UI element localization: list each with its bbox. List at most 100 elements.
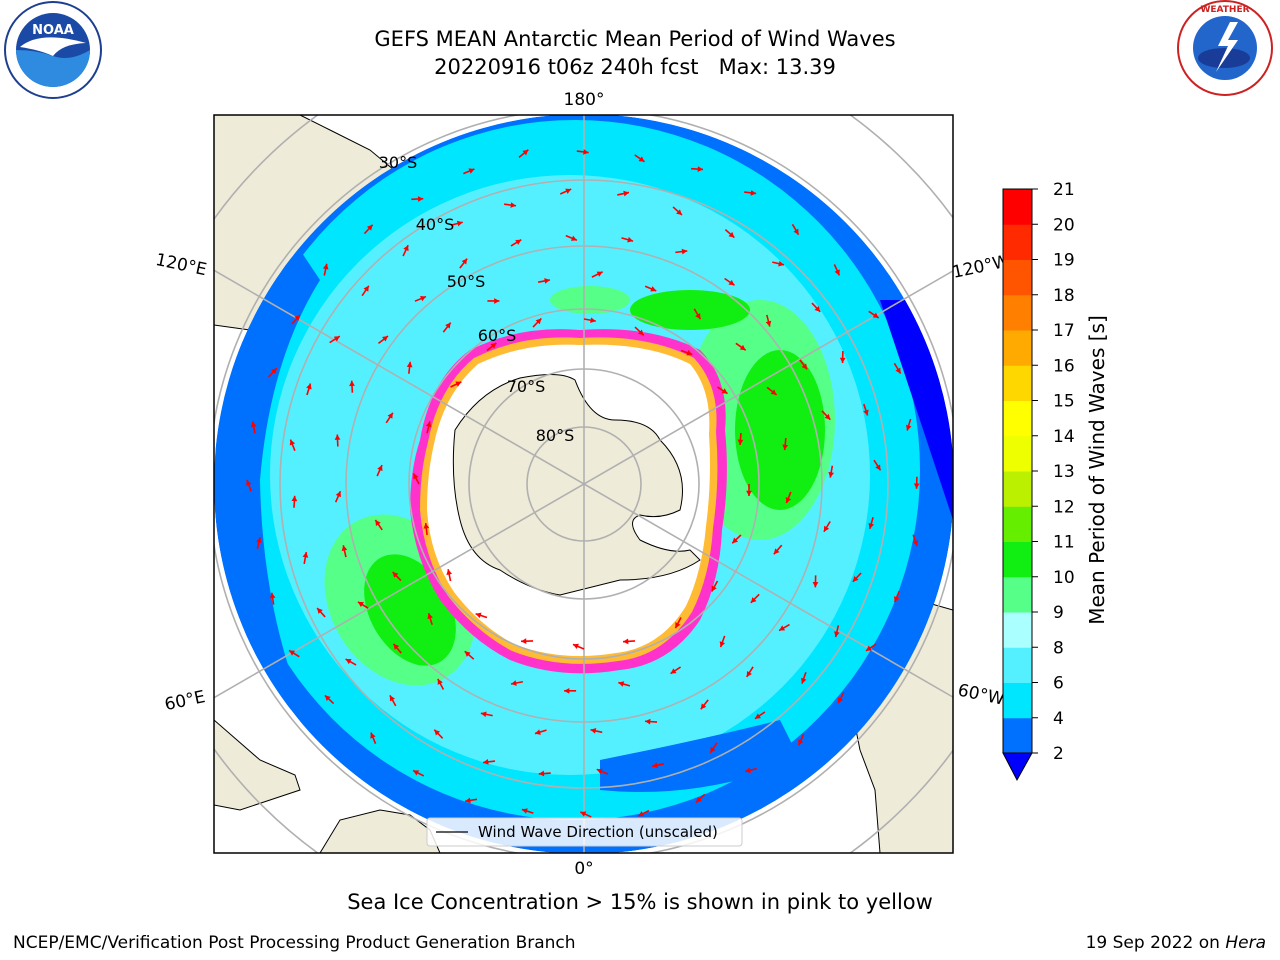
wave-direction-arrow: [839, 351, 846, 364]
wave-direction-arrow: [634, 326, 645, 336]
wave-direction-arrow: [590, 728, 603, 734]
colorbar-segment: [1003, 189, 1032, 225]
wave-direction-arrow: [437, 678, 445, 690]
colorbar-tick-label: 9: [1053, 603, 1064, 623]
wave-direction-arrow: [637, 809, 650, 817]
wave-direction-arrow: [596, 768, 609, 775]
wave-direction-arrow: [766, 386, 778, 396]
wave-direction-arrow: [791, 223, 800, 236]
wave-direction-arrow: [583, 317, 596, 324]
colorbar-under-triangle: [1002, 752, 1033, 782]
wave-direction-arrow: [711, 580, 719, 592]
colorbar-segment: [1003, 541, 1032, 578]
wave-direction-arrow: [475, 612, 488, 619]
wave-direction-arrow: [621, 236, 634, 243]
wave-direction-arrow: [735, 342, 747, 351]
wave-direction-arrow: [670, 666, 682, 675]
wave-direction-arrow: [717, 386, 728, 395]
wave-direction-arrow: [334, 434, 341, 447]
colorbar-tick-label: 20: [1053, 215, 1075, 235]
wave-direction-arrow: [905, 418, 912, 431]
wave-direction-arrow: [291, 495, 298, 508]
colorbar-segment: [1003, 224, 1032, 260]
noaa-logo: NOAA: [4, 1, 102, 99]
wave-direction-arrow: [579, 811, 592, 818]
wave-direction-arrow: [865, 643, 877, 652]
colorbar-tick-label: 19: [1053, 251, 1075, 271]
map-frame: [213, 114, 954, 854]
lat-label-50s: 50°S: [447, 272, 486, 291]
wave-direction-arrow: [576, 149, 589, 155]
wave-direction-arrow: [486, 342, 497, 352]
wave-direction-arrow: [852, 572, 862, 583]
wave-period-field: [214, 115, 953, 853]
title-line-2: 20220916 t06z 240h fcst Max: 13.39: [434, 55, 836, 79]
wave-direction-arrow: [510, 239, 522, 247]
wave-direction-arrow: [363, 224, 374, 235]
wave-direction-arrow: [376, 464, 383, 477]
wave-direction-arrow: [256, 537, 262, 550]
wave-direction-arrow: [487, 298, 500, 304]
lon-label-120e: 120°E: [154, 250, 209, 280]
wave-direction-arrow: [402, 244, 409, 257]
wave-direction-arrow: [385, 412, 394, 424]
wave-direction-arrow: [572, 643, 585, 650]
wave-direction-arrow: [537, 278, 551, 284]
wave-direction-arrow: [316, 607, 326, 618]
wave-direction-arrow: [378, 335, 389, 345]
wave-direction-arrow: [731, 534, 742, 544]
wave-direction-arrow: [392, 643, 402, 654]
colorbar-tick-label: 21: [1053, 180, 1075, 200]
wave-direction-arrow: [322, 263, 329, 276]
wave-direction-arrow: [782, 438, 789, 451]
colorbar-segment: [1003, 682, 1032, 719]
svg-text:WEATHER: WEATHER: [1200, 5, 1249, 15]
colorbar-segment: [1003, 647, 1032, 683]
colorbar-tick-label: 2: [1053, 744, 1064, 764]
wave-direction-arrow: [724, 229, 735, 239]
wave-direction-arrow: [250, 421, 257, 434]
wave-direction-arrow: [622, 638, 636, 645]
wave-direction-arrow: [746, 666, 754, 678]
colorbar-segment: [1003, 576, 1032, 613]
wave-direction-arrow: [719, 635, 726, 648]
wave-direction-arrow: [812, 575, 819, 588]
wave-direction-arrow: [724, 277, 735, 286]
wave-direction-arrow: [912, 534, 919, 547]
wave-direction-arrow: [459, 258, 468, 269]
svg-text:NOAA: NOAA: [32, 23, 74, 38]
wave-direction-arrow: [737, 432, 744, 446]
wave-direction-arrow: [709, 742, 718, 754]
colorbar-tick-label: 16: [1053, 356, 1075, 376]
wave-direction-arrow: [504, 202, 517, 208]
wave-direction-arrow: [246, 479, 252, 492]
wave-direction-arrow: [652, 762, 665, 769]
wave-direction-arrow: [510, 680, 523, 686]
wave-direction-arrow: [520, 638, 534, 645]
wave-direction-arrow: [797, 734, 805, 746]
colorbar-segment: [1003, 471, 1032, 507]
wave-direction-arrow: [765, 314, 772, 327]
wave-direction-arrow: [868, 517, 875, 530]
colorbar-tick-label: 14: [1053, 427, 1075, 447]
wave-direction-arrow: [837, 692, 845, 704]
wave-direction-arrow: [302, 551, 309, 565]
lat-label-70s: 70°S: [507, 377, 546, 396]
wave-direction-arrow: [828, 465, 834, 478]
wave-direction-arrow: [392, 571, 402, 582]
wave-direction-arrow: [863, 403, 869, 416]
colorbar: 2 4 6 8 9 10 11 12 13 14 15 16 17 18 19 20 21: [1002, 180, 1075, 782]
colorbar-tick-label: 8: [1053, 638, 1064, 658]
wave-direction-arrow: [591, 271, 604, 278]
lat-label-40s: 40°S: [416, 215, 455, 234]
colorbar-tick-label: 18: [1053, 286, 1075, 306]
lon-label-60w: 60°W: [956, 680, 1006, 709]
wave-direction-arrow: [833, 264, 841, 276]
lon-label-120w: 120°W: [951, 251, 1012, 283]
wave-direction-arrow: [446, 569, 453, 582]
wave-direction-arrow: [538, 770, 551, 777]
colorbar-tick-label: 17: [1053, 321, 1075, 341]
wave-direction-arrow: [834, 625, 840, 638]
wave-direction-arrow: [754, 711, 766, 720]
lat-label-80s: 80°S: [536, 426, 575, 445]
